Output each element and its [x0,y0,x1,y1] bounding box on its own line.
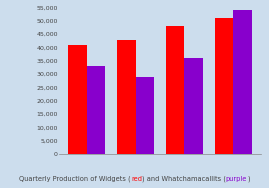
Text: purple: purple [226,176,247,182]
Bar [233,10,252,154]
Bar [166,26,185,154]
Text: Quarterly Production of Widgets (: Quarterly Production of Widgets ( [19,176,131,182]
Bar [87,66,105,154]
Text: red: red [131,176,142,182]
Bar [136,77,154,154]
Text: ) and Whatchamacallits (: ) and Whatchamacallits ( [142,176,226,182]
Bar [117,39,136,154]
Text: ): ) [247,176,250,182]
Bar [215,18,233,154]
Bar [185,58,203,154]
Bar [68,45,87,154]
